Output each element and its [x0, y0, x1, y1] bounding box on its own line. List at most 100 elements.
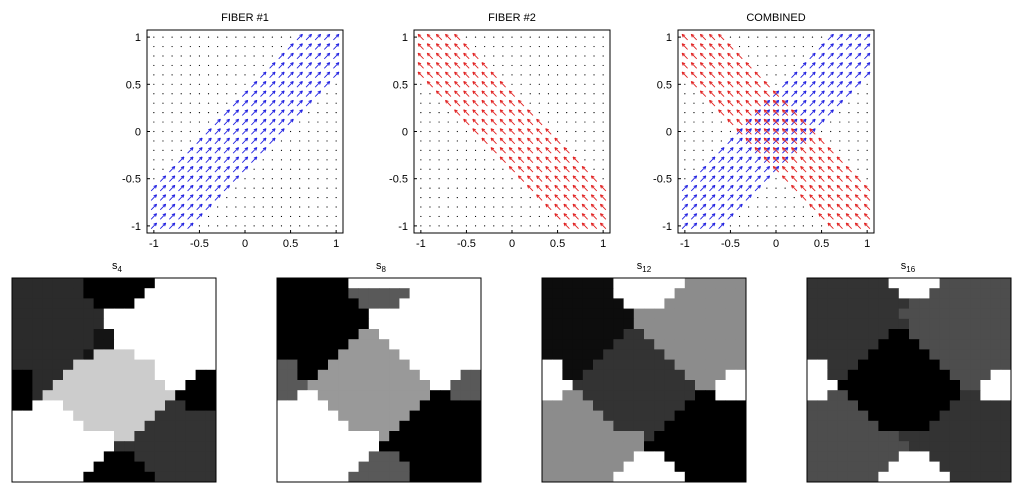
heatmap-cell — [144, 329, 156, 340]
heatmap-cell — [348, 349, 359, 360]
quiver-dot — [308, 215, 310, 218]
heatmap-cell — [440, 451, 451, 462]
quiver-arrow — [269, 71, 276, 79]
heatmap-cell — [919, 471, 930, 483]
heatmap-cell — [990, 359, 1002, 371]
quiver-arrow — [463, 99, 470, 107]
quiver-arrow — [781, 109, 789, 116]
heatmap-cell — [450, 400, 461, 411]
quiver-dot — [171, 64, 173, 67]
quiver-dot — [235, 64, 237, 67]
heatmap-cell — [307, 441, 319, 452]
heatmap-cell — [633, 441, 645, 452]
quiver-arrow — [763, 137, 770, 145]
quiver-arrow — [314, 81, 322, 88]
heatmap-cell — [633, 410, 645, 422]
heatmap-cell — [124, 308, 135, 320]
heatmap-cell — [144, 278, 156, 289]
heatmap-cell — [684, 359, 696, 371]
heatmap-cell — [12, 420, 23, 432]
quiver-arrow — [854, 213, 862, 220]
quiver-arrow — [260, 118, 267, 126]
heatmap-cell — [389, 278, 400, 289]
y-tick-label: -1 — [398, 221, 408, 233]
quiver-dot — [326, 93, 328, 95]
heatmap-cell — [83, 471, 94, 483]
heatmap-cell — [317, 410, 329, 422]
heatmap-cell — [715, 451, 726, 462]
quiver-arrow — [463, 62, 470, 69]
quiver-arrow — [572, 213, 579, 220]
x-tick-label: 0 — [773, 238, 779, 250]
heatmap-cell — [338, 461, 349, 473]
heatmap-cell — [42, 278, 54, 289]
quiver-arrow — [699, 71, 707, 79]
heatmap-cell — [52, 451, 64, 462]
quiver-arrow — [463, 43, 470, 50]
quiver-arrow — [305, 81, 312, 88]
quiver-dot — [484, 168, 486, 170]
heatmap-cell — [114, 441, 125, 452]
heatmap-cell — [338, 318, 349, 330]
quiver-dot — [738, 36, 741, 38]
quiver-arrow — [314, 90, 322, 97]
heatmap-cell — [83, 369, 94, 381]
quiver-dot — [420, 178, 422, 180]
quiver-dot — [775, 83, 777, 85]
heatmap-cell — [195, 339, 207, 350]
quiver-arrow — [169, 222, 176, 230]
quiver-dot — [456, 130, 458, 133]
quiver-dot — [784, 215, 786, 218]
quiver-dot — [575, 130, 577, 133]
quiver-arrow — [863, 203, 871, 211]
heatmap-cell — [542, 380, 553, 391]
heatmap-cell — [623, 471, 635, 483]
heatmap-cell — [430, 471, 441, 483]
heatmap-cell — [613, 318, 624, 330]
heatmap-cell — [960, 400, 971, 411]
quiver-arrow — [854, 52, 862, 60]
heatmap-cell — [32, 380, 43, 391]
quiver-dot — [493, 225, 495, 227]
heatmap-cell — [134, 400, 145, 411]
quiver-arrow — [590, 222, 598, 230]
heatmap-cell — [134, 461, 145, 473]
heatmap-cell — [613, 329, 624, 340]
heatmap-cell — [317, 369, 329, 381]
heatmap-cell — [603, 410, 614, 422]
quiver-arrow — [745, 147, 752, 154]
heatmap-cell — [847, 390, 859, 401]
heatmap-cell — [898, 339, 910, 350]
quiver-dot — [207, 215, 210, 218]
heatmap-cell — [185, 410, 196, 422]
heatmap-cell — [389, 359, 400, 371]
heatmap-cell — [735, 471, 747, 483]
heatmap-cell — [705, 339, 716, 350]
quiver-dot — [484, 206, 486, 208]
heatmap-cell — [970, 461, 981, 473]
heatmap-cell — [542, 400, 553, 411]
quiver-arrow — [563, 165, 570, 173]
quiver-dot — [438, 168, 440, 170]
heatmap-cell — [735, 339, 747, 350]
heatmap-cell — [868, 329, 879, 340]
heatmap-cell — [470, 471, 482, 483]
quiver-arrow — [527, 137, 534, 145]
heatmap-cell — [695, 329, 706, 340]
heatmap-cell — [185, 359, 196, 371]
heatmap-cell — [929, 400, 940, 411]
heatmap-cell — [124, 461, 135, 473]
heatmap-cell — [695, 298, 706, 309]
heatmap-cell — [93, 329, 105, 340]
quiver-dot — [162, 140, 164, 142]
quiver-dot — [520, 93, 522, 95]
heatmap-cell — [287, 410, 298, 422]
heatmap-cell — [633, 359, 645, 371]
heatmap-cell — [582, 380, 594, 391]
heatmap-cell — [684, 461, 696, 473]
heatmap-cell — [389, 461, 400, 473]
quiver-arrow — [736, 90, 743, 97]
quiver-dot — [556, 83, 559, 85]
quiver-arrow — [772, 99, 780, 107]
heatmap-cell — [817, 278, 828, 289]
